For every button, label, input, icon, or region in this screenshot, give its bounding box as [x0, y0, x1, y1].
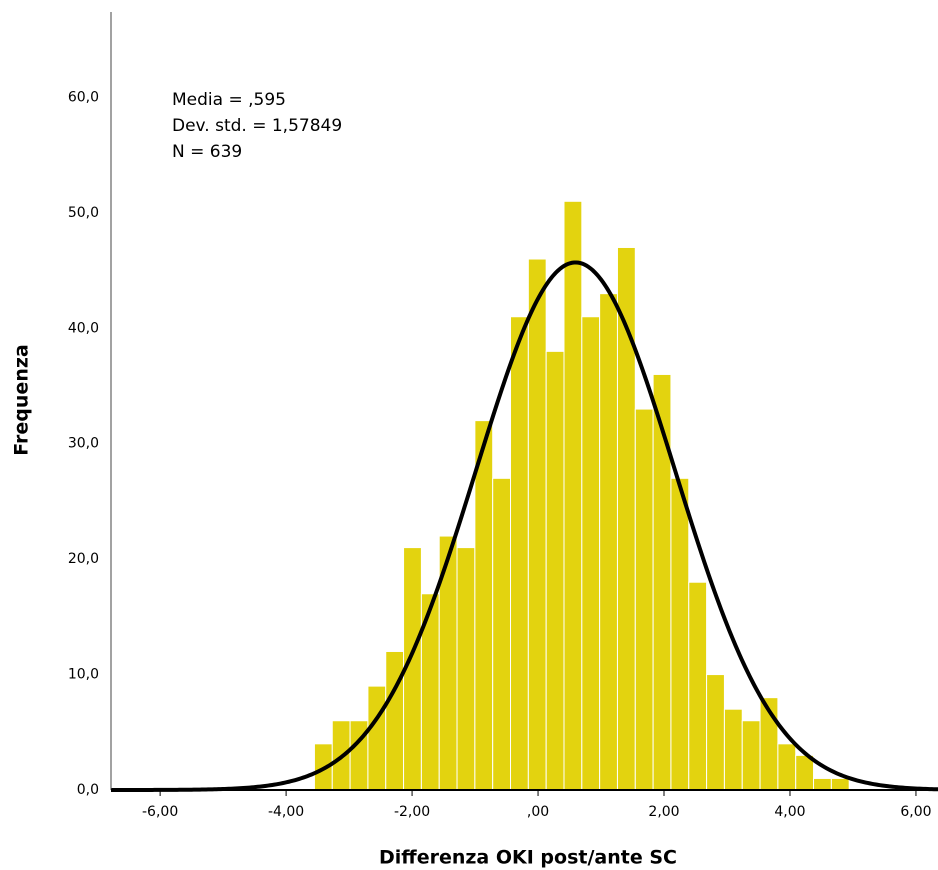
bar — [563, 200, 583, 791]
y-tick-label: 10,0 — [68, 667, 99, 683]
bar — [492, 477, 512, 791]
x-tick-label: 2,00 — [648, 804, 679, 820]
bar — [367, 685, 387, 791]
bar — [777, 743, 797, 791]
x-tick-label: -2,00 — [394, 804, 430, 820]
bar — [652, 373, 672, 791]
annotation: Media = ,595 — [172, 90, 286, 110]
bar — [830, 777, 850, 791]
x-tick-label: 4,00 — [774, 804, 805, 820]
bar — [741, 720, 761, 791]
y-tick-label: 30,0 — [68, 436, 99, 452]
normal-curve — [111, 260, 938, 792]
x-tick-label: ,00 — [527, 804, 549, 820]
bar — [456, 547, 476, 791]
bar — [599, 293, 618, 791]
y-tick-label: 40,0 — [68, 320, 99, 336]
bar — [795, 754, 815, 791]
bar — [474, 420, 494, 791]
x-tick-label: -4,00 — [268, 804, 304, 820]
bar — [510, 316, 529, 791]
annotation: Dev. std. = 1,57849 — [172, 116, 342, 136]
bar — [706, 674, 725, 791]
y-axis-title: Frequenza — [11, 344, 33, 455]
bar — [813, 777, 832, 791]
x-axis-title: Differenza OKI post/ante SC — [379, 847, 677, 869]
x-tick-label: 6,00 — [900, 804, 931, 820]
y-tick-label: 20,0 — [68, 551, 99, 567]
x-tick-label: -6,00 — [142, 804, 178, 820]
bar — [723, 708, 743, 791]
y-tick-label: 60,0 — [68, 89, 99, 105]
bar — [670, 477, 690, 791]
bar — [545, 350, 565, 791]
bar — [385, 650, 405, 791]
y-tick-label: 50,0 — [68, 205, 99, 221]
bar — [634, 408, 654, 791]
bar — [527, 258, 547, 791]
bar — [581, 316, 601, 791]
y-tick-label: 0,0 — [77, 782, 99, 798]
annotation: N = 639 — [172, 142, 242, 162]
bar — [688, 581, 708, 791]
